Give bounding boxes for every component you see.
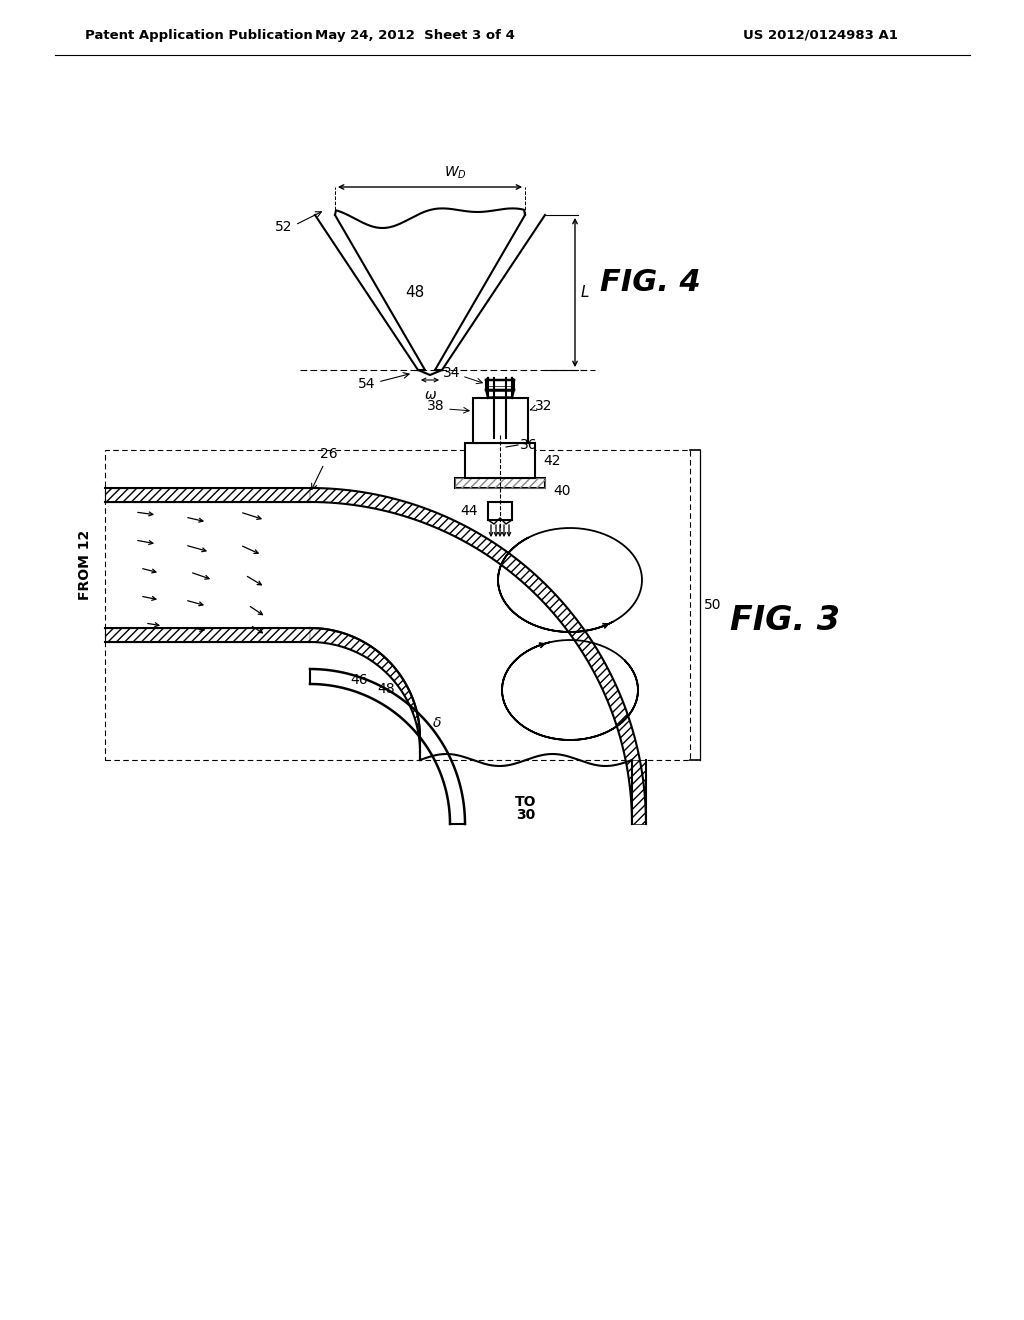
Text: Patent Application Publication: Patent Application Publication bbox=[85, 29, 312, 41]
Text: FIG. 4: FIG. 4 bbox=[600, 268, 700, 297]
Text: 50: 50 bbox=[705, 598, 722, 612]
Text: $\delta$: $\delta$ bbox=[432, 715, 441, 730]
Bar bbox=[473, 399, 528, 444]
Bar bbox=[105, 450, 690, 760]
Text: 26: 26 bbox=[311, 447, 338, 490]
Text: 38: 38 bbox=[427, 399, 445, 412]
Text: 52: 52 bbox=[274, 220, 292, 234]
Bar bbox=[105, 628, 310, 642]
Bar bbox=[632, 760, 646, 824]
Text: $\omega$: $\omega$ bbox=[424, 388, 436, 403]
Text: 32: 32 bbox=[535, 399, 553, 413]
Text: FROM 12: FROM 12 bbox=[78, 529, 92, 601]
Text: May 24, 2012  Sheet 3 of 4: May 24, 2012 Sheet 3 of 4 bbox=[315, 29, 515, 41]
Polygon shape bbox=[310, 628, 420, 752]
Text: 36: 36 bbox=[520, 438, 538, 451]
Bar bbox=[465, 444, 535, 478]
Text: 46: 46 bbox=[350, 673, 368, 688]
Bar bbox=[105, 488, 310, 502]
Text: 42: 42 bbox=[543, 454, 560, 469]
Polygon shape bbox=[310, 488, 646, 824]
Text: L: L bbox=[581, 285, 590, 300]
Bar bbox=[455, 478, 545, 488]
Text: $W_D$: $W_D$ bbox=[443, 165, 466, 181]
Text: 54: 54 bbox=[357, 378, 375, 391]
Text: US 2012/0124983 A1: US 2012/0124983 A1 bbox=[742, 29, 897, 41]
Text: TO
30: TO 30 bbox=[515, 795, 537, 822]
Text: 40: 40 bbox=[553, 484, 570, 498]
Bar bbox=[488, 502, 512, 520]
Text: FIG. 3: FIG. 3 bbox=[730, 603, 840, 636]
Text: 48: 48 bbox=[377, 682, 394, 697]
Text: 44: 44 bbox=[461, 504, 478, 517]
Bar bbox=[455, 478, 545, 488]
Text: 48: 48 bbox=[406, 285, 425, 300]
Text: 34: 34 bbox=[442, 366, 460, 380]
